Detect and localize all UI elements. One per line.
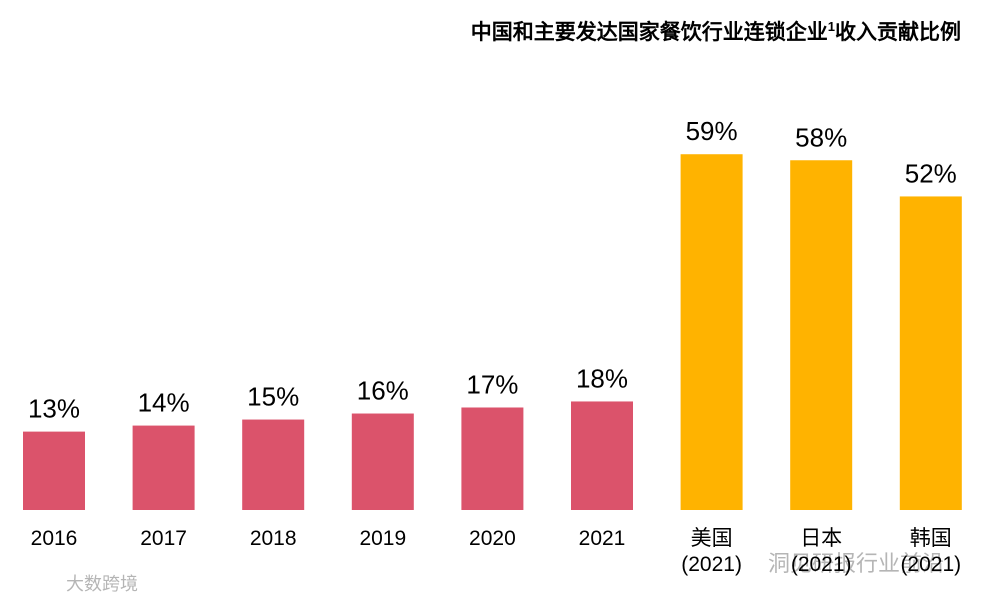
bar: [790, 160, 853, 510]
bar: [242, 419, 305, 510]
x-tick-label: 2020: [469, 527, 516, 550]
value-label: 16%: [357, 376, 409, 406]
watermark: 大数跨境: [66, 574, 138, 594]
x-tick-label: 2019: [359, 527, 407, 550]
bar: [899, 196, 962, 510]
title-text: 收入贡献比例: [835, 21, 961, 44]
value-label: 59%: [686, 116, 738, 146]
bar: [571, 401, 633, 510]
x-tick-label: 日本 (2021): [790, 527, 852, 576]
value-label: 15%: [247, 382, 299, 412]
watermark: 洞见研报行业前沿: [768, 551, 945, 576]
bar: [680, 154, 743, 511]
value-label: 13%: [28, 394, 80, 424]
value-label: 18%: [576, 363, 628, 393]
x-tick-label: 2017: [140, 527, 187, 550]
value-label: 17%: [466, 369, 518, 399]
bar: [461, 407, 524, 510]
value-label: 58%: [795, 122, 847, 152]
x-tick-label: 韩国 (2021): [900, 527, 962, 576]
x-tick-label: 2021: [578, 527, 626, 550]
x-tick-label: 美国 (2021): [681, 527, 742, 576]
x-tick-label: 2018: [249, 527, 297, 550]
bar: [351, 413, 414, 510]
x-tick-label: 2016: [30, 527, 78, 550]
chart-title: 中国和主要发达国家餐饮行业连锁企业1收入贡献比例: [471, 16, 961, 46]
title-footnote: 1: [827, 19, 835, 34]
title-text: 中国和主要发达国家餐饮行业连锁企业: [470, 21, 828, 44]
bar: [132, 425, 195, 510]
bar: [23, 431, 85, 510]
value-label: 52%: [905, 158, 957, 188]
value-label: 14%: [138, 388, 190, 418]
